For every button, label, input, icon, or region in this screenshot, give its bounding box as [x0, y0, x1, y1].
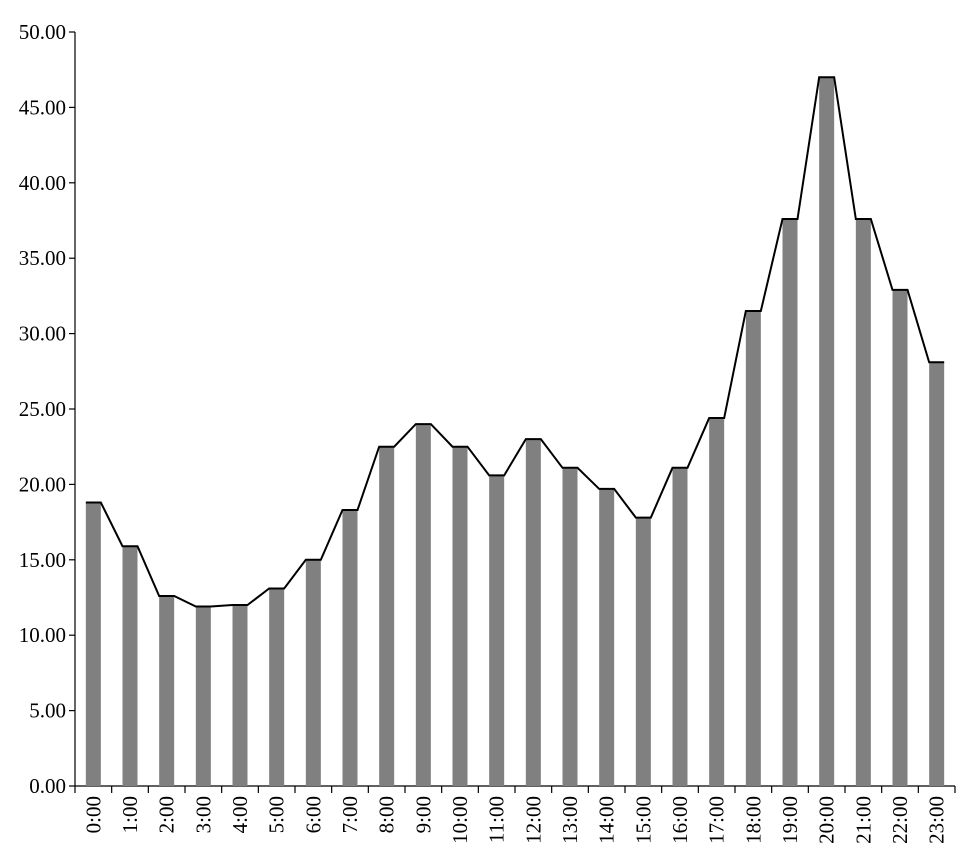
bar — [342, 510, 358, 786]
x-tick-label: 15:00 — [631, 796, 655, 844]
y-tick-label: 30.00 — [19, 322, 66, 346]
bar — [232, 605, 248, 786]
x-tick-label: 7:00 — [338, 796, 362, 833]
bar — [452, 446, 468, 786]
y-tick-label: 45.00 — [19, 95, 66, 119]
y-axis: 0.00 5.00 10.00 15.00 20.00 25.00 30.00 35.00 40… — [19, 20, 76, 798]
y-tick-label: 50.00 — [19, 20, 66, 44]
x-tick-label: 11:00 — [485, 796, 509, 843]
x-tick-label: 13:00 — [558, 796, 582, 844]
x-tick-label: 5:00 — [265, 796, 289, 833]
series-line — [85, 76, 945, 608]
bar — [562, 467, 578, 786]
bar — [745, 310, 761, 786]
x-tick-label: 23:00 — [925, 796, 949, 844]
bar — [709, 418, 725, 786]
x-tick-label: 18:00 — [741, 796, 765, 844]
y-tick-label: 10.00 — [19, 623, 66, 647]
bar — [855, 218, 871, 786]
x-tick-label: 1:00 — [118, 796, 142, 833]
x-tick-label: 10:00 — [448, 796, 472, 844]
y-tick-label: 35.00 — [19, 246, 66, 270]
x-tick-label: 14:00 — [595, 796, 619, 844]
x-tick-label: 16:00 — [668, 796, 692, 844]
bar — [415, 424, 431, 786]
bar — [782, 218, 798, 786]
y-tick-label: 25.00 — [19, 397, 66, 421]
y-tick-label: 5.00 — [29, 699, 66, 723]
bar — [159, 595, 175, 786]
x-tick-label: 2:00 — [155, 796, 179, 833]
bar — [525, 439, 541, 786]
x-tick-label: 0:00 — [81, 796, 105, 833]
bar — [305, 559, 321, 786]
bar — [379, 446, 395, 786]
x-tick-label: 19:00 — [778, 796, 802, 844]
bar — [819, 77, 835, 787]
x-tick-label: 6:00 — [301, 796, 325, 833]
y-tick-label: 0.00 — [29, 774, 66, 798]
x-tick-label: 4:00 — [228, 796, 252, 833]
x-tick-label: 21:00 — [851, 796, 875, 844]
x-tick-label: 17:00 — [705, 796, 729, 844]
x-tick-label: 3:00 — [191, 796, 215, 833]
bar — [892, 289, 908, 786]
bar — [635, 517, 651, 786]
bars — [85, 77, 945, 787]
y-tick-label: 15.00 — [19, 548, 66, 572]
bar — [269, 588, 285, 786]
bar — [195, 606, 211, 786]
x-tick-label: 9:00 — [411, 796, 435, 833]
x-tick-label: 22:00 — [888, 796, 912, 844]
bar — [929, 362, 945, 786]
x-axis: 0:00 1:00 2:00 3:00 4:00 5:00 6:00 7:00 8:00 9:00… — [74, 785, 956, 844]
x-tick-label: 8:00 — [375, 796, 399, 833]
y-tick-label: 20.00 — [19, 472, 66, 496]
y-tick-label: 40.00 — [19, 171, 66, 195]
bar — [122, 546, 138, 786]
x-tick-label: 20:00 — [815, 796, 839, 844]
series-line-group — [85, 76, 945, 608]
bar — [489, 475, 505, 786]
bar — [672, 467, 688, 786]
bar — [599, 488, 615, 786]
x-tick-label: 12:00 — [521, 796, 545, 844]
bar — [85, 502, 101, 786]
